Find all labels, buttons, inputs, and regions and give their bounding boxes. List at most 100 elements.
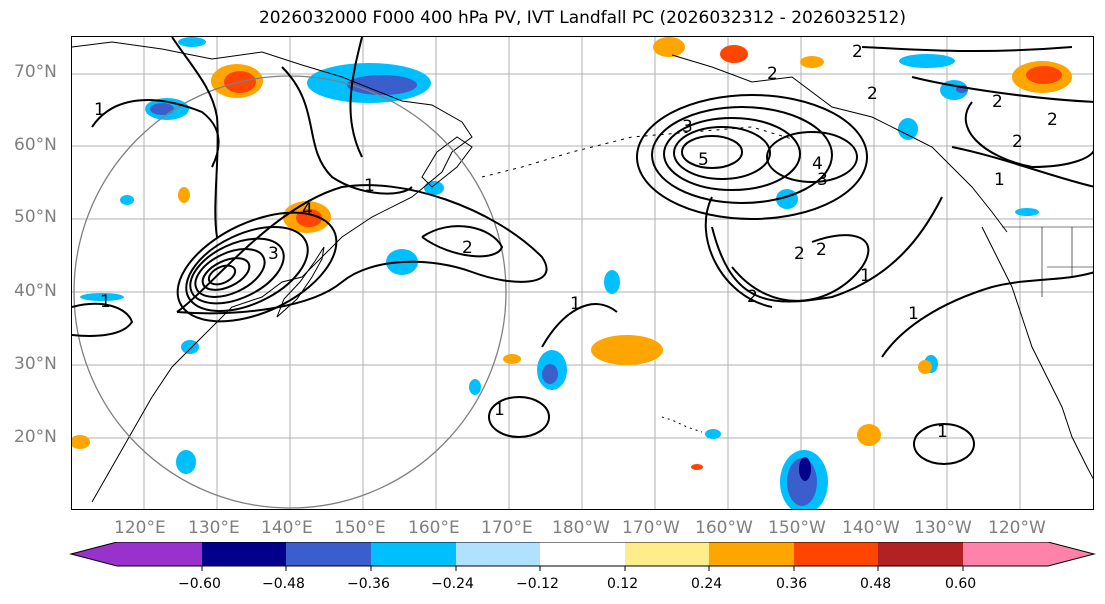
- colorbar-outline: [69, 542, 1096, 567]
- lon-label-120e: 120°E: [114, 518, 166, 538]
- pv-blob-negative-deep: [799, 457, 811, 481]
- pv-blob-positive: [918, 360, 932, 374]
- pv-blob-positive: [720, 45, 748, 63]
- lat-label-40n: 40°N: [14, 281, 57, 301]
- pv-blob-positive: [72, 435, 90, 449]
- contour-line: [349, 37, 363, 158]
- pv-blob-negative: [898, 118, 918, 140]
- lon-label-180w: 180°W: [552, 518, 610, 538]
- contour-label: 1: [908, 304, 919, 324]
- pv-blob-negative-core: [542, 364, 558, 384]
- colorbar-segment: [286, 542, 371, 566]
- lon-label-160e: 160°E: [408, 518, 460, 538]
- pv-blob-negative: [176, 450, 196, 474]
- aleutian-islands: [481, 126, 793, 178]
- contour-ring: [194, 248, 266, 298]
- contour-line: [72, 302, 134, 337]
- lat-label-60n: 60°N: [14, 135, 57, 155]
- colorbar-segment: [709, 542, 794, 566]
- kamchatka-coast: [421, 136, 473, 188]
- contour-label: 2: [1047, 110, 1058, 130]
- colorbar-segment-over: [1048, 542, 1094, 566]
- contour-label: 2: [852, 42, 863, 62]
- contour-label: 1: [860, 266, 871, 286]
- contour-ring: [201, 257, 251, 291]
- colorbar-tick-label: 0.12: [607, 576, 639, 592]
- hawaii-islands: [661, 416, 703, 433]
- colorbar-tick-label: −0.24: [431, 576, 474, 592]
- pv-shading: [72, 37, 1072, 509]
- contour-line: [861, 46, 1073, 53]
- contour-line: [281, 66, 413, 195]
- contour-label: 2: [462, 238, 473, 258]
- contour-label: 1: [494, 400, 505, 420]
- contour-labels: 1 2 3 4 1 1 1 1 2 2 2 2 3 4 3 5 2 2 2 1 …: [94, 42, 1058, 442]
- pv-blob-positive: [591, 335, 663, 365]
- colorbar-tick-label: 0.36: [776, 576, 808, 592]
- contour-line: [711, 196, 943, 303]
- colorbar-tick-label: −0.36: [347, 576, 390, 592]
- pv-blob-positive: [691, 464, 703, 470]
- pv-blob-negative-core: [150, 103, 174, 115]
- us-borders: [1002, 226, 1093, 297]
- lon-label-160w: 160°W: [695, 518, 753, 538]
- contour-ring: [488, 396, 550, 438]
- pv-blob-positive: [653, 37, 685, 57]
- colorbar-segment-under: [71, 542, 117, 566]
- graticule: [72, 37, 1093, 509]
- contour-line: [731, 234, 870, 302]
- contour-label: 2: [794, 244, 805, 264]
- pv-blob-negative-core: [347, 75, 417, 95]
- contour-label: 3: [682, 117, 693, 137]
- contour-line: [541, 303, 618, 348]
- lat-label-30n: 30°N: [14, 354, 57, 374]
- contour-label: 2: [816, 240, 827, 260]
- contour-ring: [636, 94, 868, 220]
- lat-label-20n: 20°N: [14, 427, 57, 447]
- colorbar-tick-label: 0.24: [691, 576, 723, 592]
- contour-ring: [207, 264, 237, 286]
- pv-blob-negative: [178, 37, 206, 47]
- contour-label: 2: [1012, 132, 1023, 152]
- contour-line: [421, 225, 504, 258]
- contour-label: 2: [767, 64, 778, 84]
- contour-label: 1: [364, 176, 375, 196]
- contour-line: [911, 76, 1093, 103]
- alaska-coast: [671, 54, 1008, 233]
- lat-label-50n: 50°N: [14, 207, 57, 227]
- contour-ring: [663, 117, 801, 191]
- colorbar-segment: [117, 542, 202, 566]
- colorbar-segment: [878, 542, 963, 566]
- colorbar: [69, 542, 1096, 571]
- contour-ring: [913, 423, 975, 465]
- contour-label: 2: [867, 84, 878, 104]
- contour-line: [951, 146, 1093, 188]
- contour-label: 1: [570, 294, 581, 314]
- contour-label: 3: [268, 244, 279, 264]
- north-america-coast: [981, 226, 1093, 480]
- map-canvas: 1 2 3 4 1 1 1 1 2 2 2 2 3 4 3 5 2 2 2 1 …: [72, 37, 1093, 509]
- contour-ring: [185, 226, 309, 312]
- pv-blob-positive-core: [1026, 66, 1062, 84]
- map-panel: 1 2 3 4 1 1 1 1 2 2 2 2 3 4 3 5 2 2 2 1 …: [71, 36, 1094, 510]
- contour-ring: [651, 106, 833, 204]
- contour-line: [176, 184, 548, 315]
- contour-label: 1: [937, 422, 948, 442]
- colorbar-tick-label: −0.48: [262, 576, 305, 592]
- colorbar-segment: [456, 542, 540, 566]
- pv-blob-negative: [120, 195, 134, 205]
- pv-blob-negative: [181, 340, 199, 354]
- ivt-contours: [72, 37, 1093, 465]
- contour-ring: [673, 126, 771, 180]
- contour-line: [964, 101, 1093, 169]
- colorbar-segment: [625, 542, 709, 566]
- contour-label: 2: [747, 287, 758, 307]
- contour-label: 2: [992, 92, 1003, 112]
- asia-coast: [72, 41, 473, 503]
- colorbar-segment: [540, 542, 625, 566]
- pv-blob-negative: [899, 54, 955, 68]
- lon-label-170e: 170°E: [481, 518, 533, 538]
- colorbar-tick-label: 0.48: [860, 576, 892, 592]
- pv-blob-positive: [178, 187, 190, 203]
- contour-ring: [681, 135, 743, 169]
